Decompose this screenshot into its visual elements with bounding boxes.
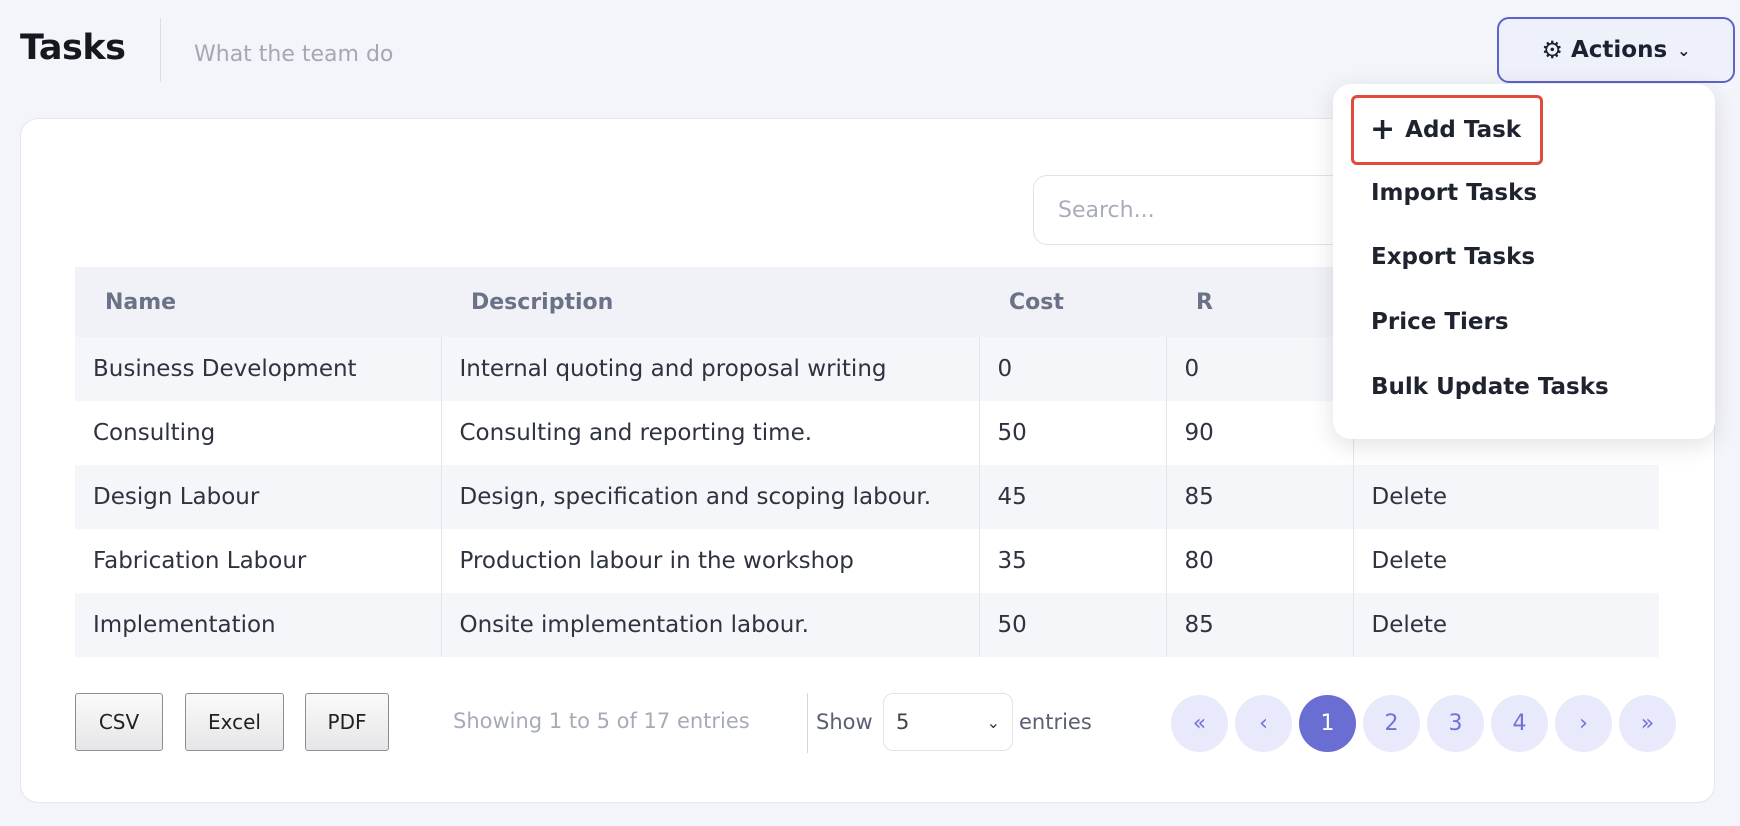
task-description: Internal quoting and proposal writing [440, 337, 979, 401]
import-tasks-menu-item[interactable]: Import Tasks [1371, 180, 1538, 206]
page-title: Tasks [20, 28, 126, 68]
page-button-1[interactable]: 1 [1299, 695, 1356, 752]
table-row: Fabrication Labour Production labour in … [75, 529, 1659, 593]
column-header-rate[interactable]: R [1166, 267, 1353, 337]
add-task-label: Add Task [1405, 117, 1522, 143]
actions-button[interactable]: ⚙ Actions ⌄ [1497, 17, 1735, 83]
task-cost: 35 [978, 529, 1166, 593]
search-input[interactable] [1033, 175, 1353, 245]
table-header-row: Name Description Cost R [75, 267, 1659, 337]
task-cost: 50 [978, 593, 1166, 657]
column-header-name[interactable]: Name [75, 267, 441, 337]
gear-icon: ⚙ [1541, 36, 1563, 64]
delete-link[interactable]: Delete [1352, 465, 1659, 529]
page-button-4[interactable]: 4 [1491, 695, 1548, 752]
task-rate: 80 [1165, 529, 1353, 593]
task-description: Design, specification and scoping labour… [440, 465, 979, 529]
plus-icon: + [1370, 112, 1396, 147]
add-task-menu-item[interactable]: + Add Task [1351, 95, 1543, 165]
title-divider [160, 18, 161, 82]
previous-page-button[interactable]: ‹ [1235, 695, 1292, 752]
actions-dropdown-menu: + Add Task Import Tasks Export Tasks Pri… [1333, 84, 1715, 439]
column-header-cost[interactable]: Cost [979, 267, 1166, 337]
task-rate: 85 [1165, 465, 1353, 529]
task-rate: 85 [1165, 593, 1353, 657]
first-page-button[interactable]: « [1171, 695, 1228, 752]
tasks-card: Name Description Cost R Business Develop… [20, 118, 1715, 803]
csv-button[interactable]: CSV [75, 693, 163, 751]
footer-divider [807, 693, 808, 753]
task-name-link[interactable]: Design Labour [75, 465, 441, 529]
delete-link[interactable]: Delete [1352, 529, 1659, 593]
excel-button[interactable]: Excel [185, 693, 284, 751]
last-page-button[interactable]: » [1619, 695, 1676, 752]
task-name-link[interactable]: Implementation [75, 593, 441, 657]
show-label: Show [816, 710, 873, 734]
task-rate: 90 [1165, 401, 1353, 465]
entries-label: entries [1019, 710, 1092, 734]
task-cost: 0 [978, 337, 1166, 401]
task-name-link[interactable]: Consulting [75, 401, 441, 465]
chevron-down-icon: ⌄ [986, 712, 1000, 732]
export-tasks-menu-item[interactable]: Export Tasks [1371, 244, 1536, 270]
next-page-button[interactable]: › [1555, 695, 1612, 752]
price-tiers-menu-item[interactable]: Price Tiers [1371, 309, 1509, 335]
bulk-update-tasks-menu-item[interactable]: Bulk Update Tasks [1371, 374, 1609, 400]
pdf-button[interactable]: PDF [305, 693, 389, 751]
task-cost: 50 [978, 401, 1166, 465]
actions-label: Actions [1570, 37, 1668, 63]
task-name-link[interactable]: Fabrication Labour [75, 529, 441, 593]
task-description: Onsite implementation labour. [440, 593, 979, 657]
table-footer: CSV Excel PDF Showing 1 to 5 of 17 entri… [75, 685, 1676, 755]
page-subtitle: What the team do [194, 42, 394, 67]
task-description: Production labour in the workshop [440, 529, 979, 593]
page-header: Tasks What the team do ⚙ Actions ⌄ [20, 0, 1740, 100]
tasks-table: Name Description Cost R Business Develop… [75, 267, 1659, 657]
page-length-select[interactable]: 5 ⌄ [883, 693, 1013, 751]
page-length-value: 5 [896, 710, 910, 734]
task-rate: 0 [1165, 337, 1353, 401]
delete-link[interactable]: Delete [1352, 593, 1659, 657]
table-row: Design Labour Design, specification and … [75, 465, 1659, 529]
entries-info: Showing 1 to 5 of 17 entries [453, 709, 750, 733]
task-cost: 45 [978, 465, 1166, 529]
page-button-3[interactable]: 3 [1427, 695, 1484, 752]
column-header-description[interactable]: Description [441, 267, 979, 337]
pagination: « ‹ 1 2 3 4 › » [1171, 695, 1676, 752]
task-name-link[interactable]: Business Development [75, 337, 441, 401]
task-description: Consulting and reporting time. [440, 401, 979, 465]
table-row: Implementation Onsite implementation lab… [75, 593, 1659, 657]
page-button-2[interactable]: 2 [1363, 695, 1420, 752]
chevron-down-icon: ⌄ [1677, 40, 1691, 60]
